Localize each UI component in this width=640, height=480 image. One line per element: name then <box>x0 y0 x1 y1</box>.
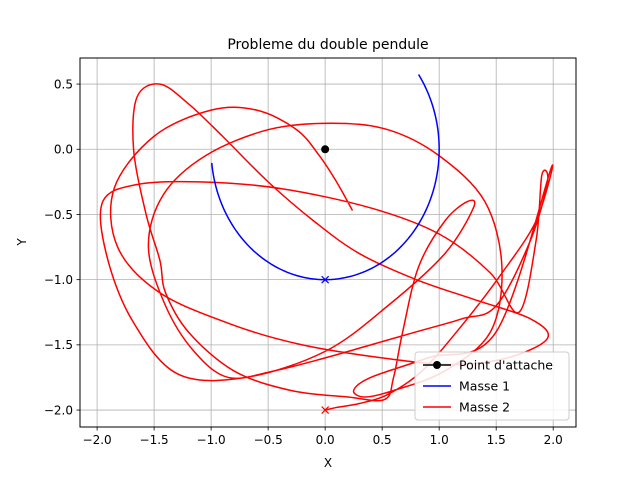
legend-marker <box>433 361 441 369</box>
legend-item: Masse 2 <box>423 400 510 415</box>
axes-frame <box>79 57 577 428</box>
y-tick-label: 0.0 <box>54 143 73 157</box>
legend-item: Masse 1 <box>423 379 510 394</box>
y-tick-label: −2.0 <box>44 403 73 417</box>
x-axis-label: X <box>324 456 332 470</box>
y-tick-label: 0.5 <box>54 77 73 91</box>
x-tick-label: 0.5 <box>373 433 392 447</box>
x-tick-label: −1.5 <box>140 433 169 447</box>
x-tick-label: −2.0 <box>83 433 112 447</box>
legend-label: Point d'attache <box>459 358 553 373</box>
legend-box <box>414 351 570 421</box>
attachment-point-marker <box>321 145 330 154</box>
x-axis-ticks: −2.0 −1.5 −1.0 −0.5 0.0 0.5 1.0 1.5 2.0 <box>83 427 563 447</box>
legend-item: Point d'attache <box>423 358 553 373</box>
y-tick-label: −0.5 <box>44 208 73 222</box>
x-tick-label: 1.0 <box>430 433 449 447</box>
legend-label: Masse 1 <box>459 379 510 394</box>
legend: Point d'attache Masse 1 Masse 2 <box>414 351 570 421</box>
masse-2-end-marker <box>321 406 330 414</box>
y-tick-label: −1.5 <box>44 338 73 352</box>
x-tick-label: −0.5 <box>254 433 283 447</box>
x-tick-label: 0.0 <box>316 433 335 447</box>
chart-title: Probleme du double pendule <box>227 37 428 53</box>
y-axis-ticks: 0.5 0.0 −0.5 −1.0 −1.5 −2.0 <box>44 77 80 417</box>
legend-label: Masse 2 <box>459 400 510 415</box>
y-tick-label: −1.0 <box>44 273 73 287</box>
x-tick-label: −1.0 <box>197 433 226 447</box>
x-tick-label: 2.0 <box>544 433 563 447</box>
y-axis-label: Y <box>15 238 29 247</box>
series-masse-1-line <box>211 74 440 281</box>
x-tick-label: 1.5 <box>487 433 506 447</box>
masse-1-end-marker <box>321 275 330 284</box>
plot-area <box>79 57 577 428</box>
